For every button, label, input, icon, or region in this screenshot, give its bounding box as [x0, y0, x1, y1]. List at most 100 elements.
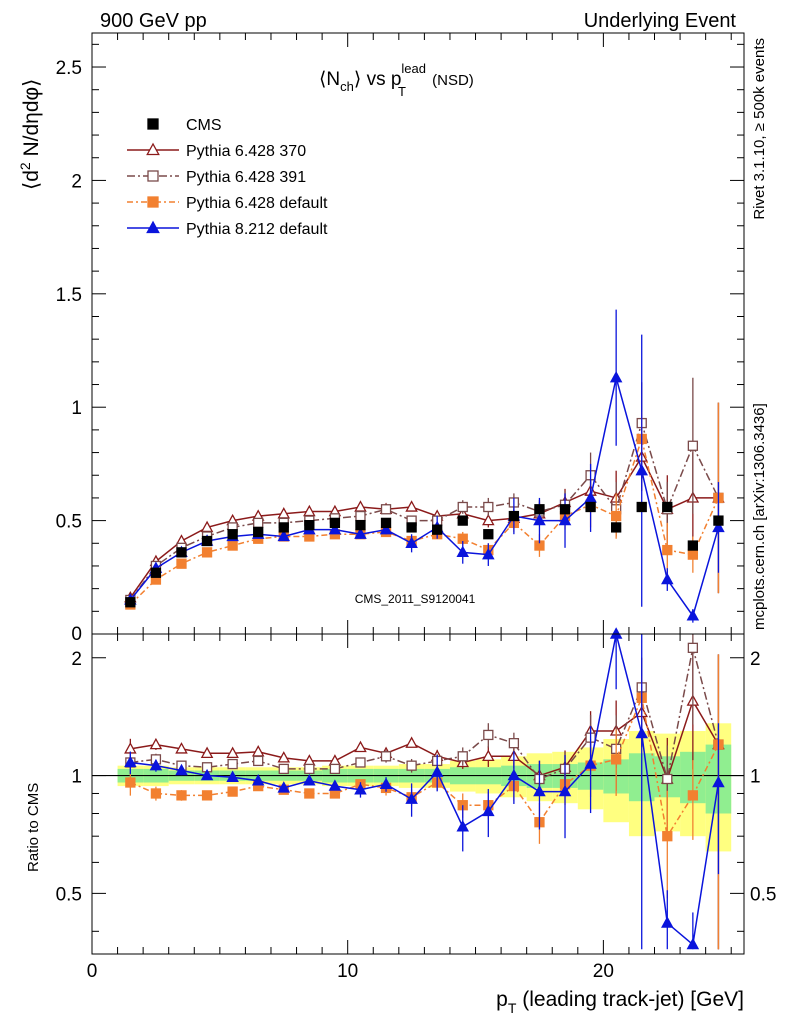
series-ratio-point [303, 773, 316, 786]
series-ratio-point [277, 751, 291, 763]
title-part-c: (NSD) [428, 72, 474, 89]
series-ratio-point [584, 757, 597, 769]
series-ratio-point [354, 782, 367, 795]
legend-marker [146, 142, 160, 156]
cms-data-point [176, 547, 187, 558]
series-point [405, 500, 418, 512]
series-line-ratio [130, 633, 720, 946]
series-ratio-point [609, 627, 623, 639]
series-ratio-point [175, 763, 188, 776]
series-point [661, 572, 674, 585]
cms-data-point [150, 567, 162, 578]
cms-data-point [201, 535, 213, 547]
series-ratio-point [406, 760, 417, 771]
cms-data-point [125, 597, 136, 608]
series-ratio-point [661, 916, 674, 928]
ratio-tick-label-left: 2 [71, 649, 82, 670]
legend-marker [147, 170, 159, 182]
y-tick-label: 2.5 [56, 58, 82, 79]
series-ratio-point [379, 777, 393, 789]
series-ratio-point [304, 763, 315, 775]
series-ratio-point [611, 754, 622, 765]
y-tick-label: 1 [71, 398, 82, 419]
y-axis-label: ⟨d2 N/dηdφ⟩ [17, 79, 43, 190]
series-point [687, 440, 699, 451]
series-ratio-point [328, 779, 342, 791]
cms-data-point [636, 501, 647, 513]
ylabel-sup: 2 [17, 162, 33, 170]
series-point [609, 370, 623, 383]
cms-data-point [304, 519, 315, 531]
series-ratio-point [482, 749, 495, 762]
analysis-watermark: CMS_2011_S9120041 [355, 592, 476, 606]
cms-data-point [227, 529, 238, 540]
y-tick-label: 2 [71, 171, 82, 192]
series-point [354, 500, 367, 512]
series-point [611, 510, 622, 522]
series-point [176, 558, 187, 569]
series-ratio-point [380, 751, 392, 762]
series-point [227, 540, 238, 551]
ratio-plot-frame [91, 633, 745, 955]
rivet-version-label: Rivet 3.1.10, ≥ 500k events [751, 38, 768, 220]
ratio-tick-label-right: 1 [750, 767, 761, 788]
cms-data-point [611, 522, 622, 533]
series-point [635, 463, 648, 476]
series-point [405, 536, 418, 548]
xlabel-sub: T [508, 1000, 517, 1016]
series-point [354, 527, 367, 539]
series-ratio-point [482, 804, 495, 817]
series-2 [125, 402, 724, 950]
series-ratio-point [457, 751, 468, 762]
series-ratio-point [176, 790, 187, 801]
series-ratio-point [200, 746, 214, 758]
legend-label: Pythia 6.428 370 [186, 143, 306, 160]
series-ratio-point [687, 642, 699, 654]
legend-label: CMS [186, 117, 222, 134]
cms-data-point [534, 504, 545, 515]
series-ratio-point [253, 755, 264, 767]
series-ratio-point [686, 937, 700, 950]
energy-label: 900 GeV pp [100, 10, 207, 32]
series-point [558, 513, 572, 526]
series-point [533, 513, 546, 526]
series-point [686, 609, 700, 621]
series-ratio-point [329, 763, 341, 775]
cms-data-point [253, 526, 264, 538]
ratio-y-axis-label: Ratio to CMS [25, 783, 42, 872]
title-sup-lead: lead [401, 61, 426, 76]
cms-data-point [406, 522, 417, 533]
series-ratio-point [226, 746, 239, 758]
legend-marker [146, 220, 160, 234]
series-ratio-point [251, 745, 265, 757]
series-point [712, 520, 725, 533]
series-ratio-point [635, 726, 648, 739]
series-ratio-point [201, 790, 213, 801]
cms-data-point [508, 510, 520, 522]
ratio-tick-label-right: 2 [750, 649, 761, 670]
series-layer [124, 309, 725, 950]
series-line-ratio [130, 699, 720, 782]
series-ratio-point [125, 777, 136, 788]
xlabel-part-a: p [496, 988, 508, 1011]
legend-label: Pythia 8.212 default [186, 221, 328, 238]
ylabel-part-a: ⟨d [20, 170, 43, 190]
series-0 [124, 402, 725, 950]
plot-title: ⟨Nch⟩ vs plead T (NSD) [319, 61, 474, 99]
x-tick-label: 0 [87, 961, 98, 982]
cms-data-point [380, 517, 392, 529]
series-point [457, 501, 468, 513]
series-point [355, 510, 366, 522]
y-tick-label: 1.5 [56, 285, 82, 306]
cms-data-point [559, 504, 571, 515]
series-ratio-point [227, 786, 238, 797]
series-point [482, 513, 495, 526]
series-ratio-point [558, 784, 572, 797]
series-ratio-point [200, 768, 214, 781]
cms-uncertainty-bands [117, 723, 732, 852]
xlabel-part-b: (leading track-jet) [GeV] [516, 988, 744, 1011]
x-tick-label: 10 [337, 961, 358, 982]
series-point [482, 547, 495, 560]
series-point [483, 501, 494, 513]
